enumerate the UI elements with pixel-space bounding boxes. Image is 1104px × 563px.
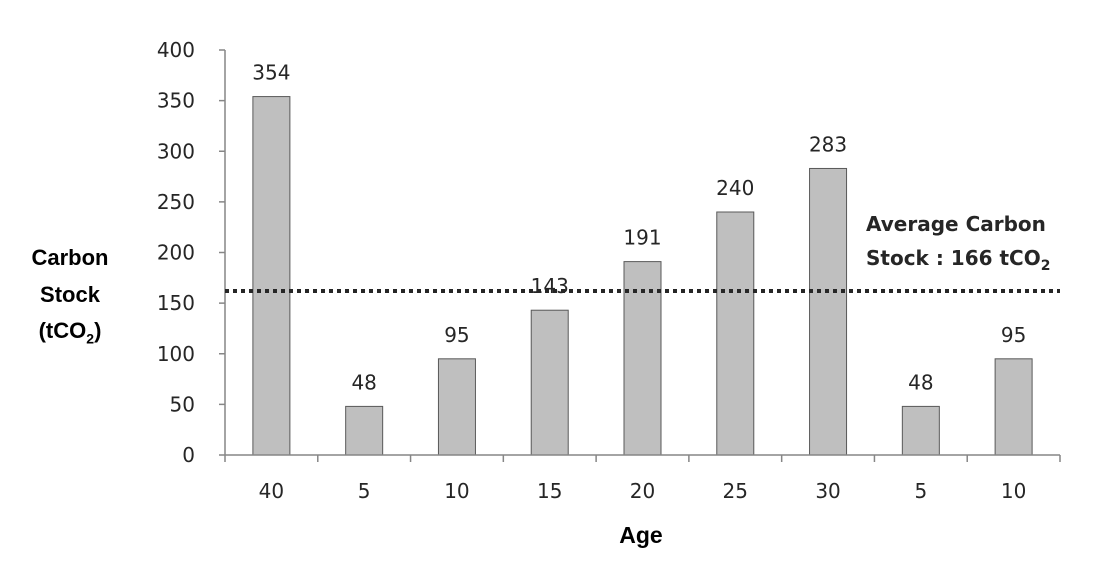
x-axis-title: Age (619, 522, 662, 548)
bar-value-label: 48 (351, 370, 376, 394)
bars (252, 96, 1033, 456)
y-tick-label: 0 (182, 443, 195, 467)
bar (994, 358, 1033, 456)
bar (345, 405, 384, 456)
x-axis (224, 454, 1061, 462)
bar-value-label: 283 (809, 132, 847, 156)
x-tick-label: 10 (444, 479, 469, 503)
bar-value-label: 143 (531, 274, 569, 298)
y-tick-label: 350 (157, 89, 195, 113)
x-tick-label: 5 (358, 479, 371, 503)
x-tick-label: 40 (259, 479, 284, 503)
y-axis-title-line1: Carbon (31, 245, 109, 270)
y-axis-title-unit-subscript: 2 (86, 330, 95, 347)
y-axis-title-unit: (tCO (38, 318, 87, 343)
y-tick-label: 400 (157, 38, 195, 62)
bar (623, 261, 662, 456)
x-tick-labels: 40 5 10 15 20 25 30 5 10 (259, 479, 1027, 503)
y-tick-label: 150 (157, 291, 195, 315)
bar (530, 309, 569, 456)
y-tick-label: 250 (157, 190, 195, 214)
x-tick-label: 30 (815, 479, 840, 503)
bar (252, 96, 291, 456)
x-tick-label: 25 (723, 479, 748, 503)
y-tick-labels: 0 50 100 150 200 250 300 350 400 (157, 38, 195, 467)
average-annotation-value: Stock : 166 tCO (866, 246, 1041, 270)
y-tick-label: 200 (157, 241, 195, 265)
data-labels: 354 48 95 143 191 240 283 48 95 (252, 61, 1026, 395)
bar (809, 167, 848, 456)
bar (716, 211, 755, 456)
average-annotation-line2: Stock : 166 tCO2 (866, 246, 1051, 274)
y-axis-title-line3: (tCO2) (0, 318, 140, 346)
bar (901, 405, 940, 456)
bar-value-label: 95 (1001, 323, 1026, 347)
y-axis-title-line2: Stock (40, 282, 100, 307)
y-axis-title-unit-close: ) (94, 318, 102, 343)
bar-value-label: 95 (444, 323, 469, 347)
y-tick-label: 300 (157, 139, 195, 163)
bar-value-label: 191 (623, 226, 661, 250)
bar-value-label: 48 (908, 370, 933, 394)
bar (437, 358, 476, 456)
x-tick-label: 20 (630, 479, 655, 503)
x-tick-label: 15 (537, 479, 562, 503)
bar-value-label: 354 (252, 61, 290, 85)
x-tick-label: 5 (914, 479, 927, 503)
x-tick-label: 10 (1001, 479, 1026, 503)
y-tick-label: 100 (157, 342, 195, 366)
average-annotation-line1: Average Carbon (866, 212, 1046, 236)
y-axis (219, 49, 226, 456)
bar-value-label: 240 (716, 176, 754, 200)
y-tick-label: 50 (170, 392, 195, 416)
average-annotation-subscript: 2 (1040, 258, 1051, 274)
